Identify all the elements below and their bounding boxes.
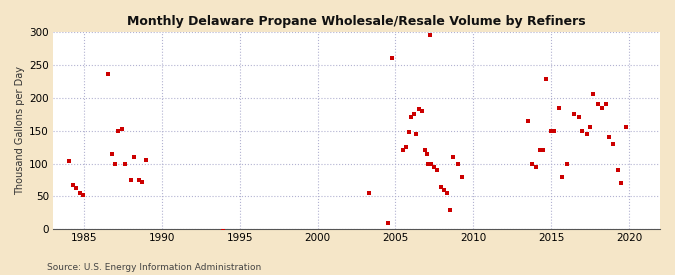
Point [620,125,631,130]
Point [126,178,136,182]
Point [600,102,611,106]
Point [119,161,130,166]
Point [409,112,420,116]
Point [217,229,228,233]
Point [616,181,626,185]
Point [71,186,82,190]
Point [603,135,614,139]
Point [452,161,463,166]
Point [554,105,564,110]
Point [577,128,588,133]
Point [406,115,416,120]
Point [541,77,551,81]
Point [416,109,427,113]
Point [438,188,449,192]
Point [429,165,439,169]
Point [435,184,446,189]
Y-axis label: Thousand Gallons per Day: Thousand Gallons per Day [15,66,25,195]
Point [569,112,580,116]
Point [364,191,375,195]
Point [116,127,127,131]
Point [445,207,456,212]
Point [423,161,433,166]
Point [102,72,113,76]
Point [425,33,435,37]
Point [457,175,468,179]
Point [593,102,603,106]
Point [387,56,398,60]
Point [530,165,541,169]
Point [401,145,412,149]
Point [63,159,74,163]
Point [133,178,144,182]
Text: Source: U.S. Energy Information Administration: Source: U.S. Energy Information Administ… [47,263,261,272]
Point [585,125,595,130]
Point [597,105,608,110]
Point [136,180,147,184]
Point [588,92,599,97]
Point [545,128,556,133]
Title: Monthly Delaware Propane Wholesale/Resale Volume by Refiners: Monthly Delaware Propane Wholesale/Resal… [127,15,586,28]
Point [398,148,408,153]
Point [561,161,572,166]
Point [581,132,592,136]
Point [421,152,432,156]
Point [608,142,619,146]
Point [426,161,437,166]
Point [527,161,538,166]
Point [141,158,152,163]
Point [129,155,140,159]
Point [538,148,549,153]
Point [413,107,424,111]
Point [549,128,560,133]
Point [448,155,458,159]
Point [68,183,79,188]
Point [535,148,545,153]
Point [74,191,85,195]
Point [77,193,88,197]
Point [110,161,121,166]
Point [382,221,393,225]
Point [441,191,452,195]
Point [557,175,568,179]
Point [113,128,124,133]
Point [432,168,443,172]
Point [410,132,421,136]
Point [404,130,415,134]
Point [522,119,533,123]
Point [107,152,117,156]
Point [420,148,431,153]
Point [574,115,585,120]
Point [613,168,624,172]
